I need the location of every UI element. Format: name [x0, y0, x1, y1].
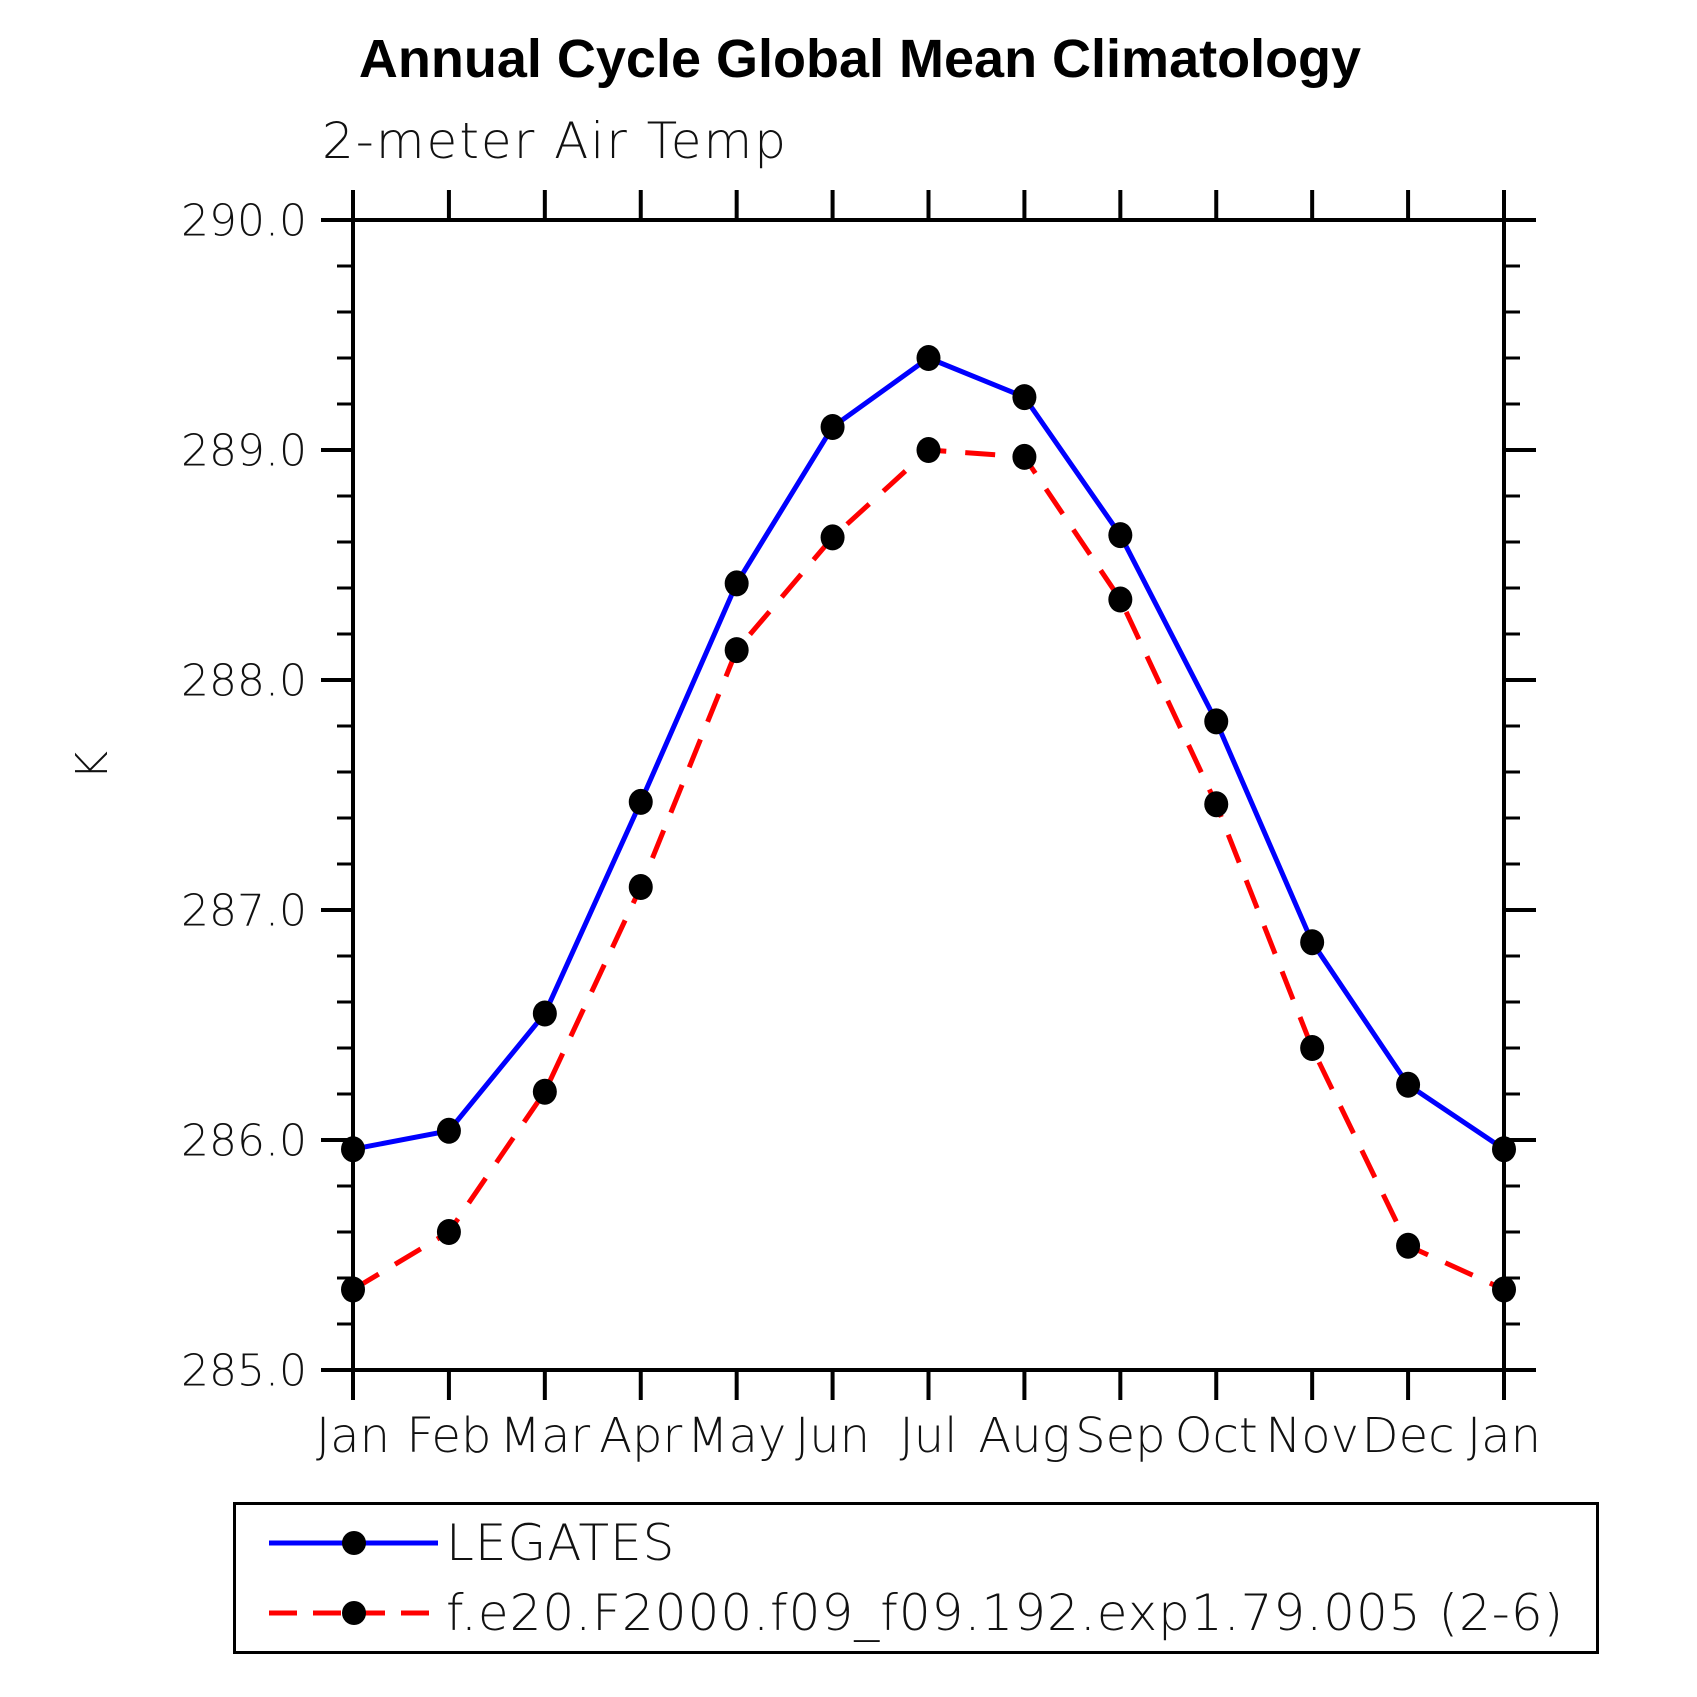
data-point-marker [820, 524, 845, 551]
legend-row-legates: LEGATES [266, 1511, 1596, 1575]
x-tick-label: Jan [316, 1408, 390, 1464]
data-point-marker [436, 1219, 461, 1245]
x-tick-label: Sep [1075, 1408, 1165, 1464]
data-point-marker [1492, 1276, 1516, 1303]
data-point-marker [1012, 384, 1037, 411]
data-point-marker [1300, 929, 1325, 956]
data-point-marker [724, 637, 749, 664]
x-tick-label: Jun [795, 1408, 870, 1464]
chart-subtitle: 2-meter Air Temp [322, 112, 788, 170]
legend-row-model: f.e20.F2000.f09_f09.192.exp1.79.005 (2-6… [266, 1581, 1596, 1645]
y-tick-label: 286.0 [181, 1115, 307, 1166]
data-point-marker [820, 414, 845, 440]
chart-title: Annual Cycle Global Mean Climatology [358, 29, 1362, 89]
data-point-marker [1204, 708, 1229, 735]
y-tick-label: 287.0 [181, 885, 307, 936]
x-tick-label: Aug [978, 1408, 1070, 1464]
data-point-marker [436, 1117, 461, 1144]
legend-label-legates: LEGATES [446, 1514, 676, 1572]
data-point-marker [1300, 1035, 1325, 1061]
x-tick-label: Feb [406, 1408, 491, 1464]
x-tick-label: Dec [1362, 1408, 1455, 1464]
x-tick-label: Jan [1467, 1408, 1541, 1464]
data-point-marker [1012, 443, 1037, 470]
y-tick-label: 285.0 [181, 1345, 307, 1396]
legend-box: LEGATES f.e20.F2000.f09_f09.192.exp1.79.… [233, 1502, 1599, 1654]
data-point-marker [1108, 586, 1133, 613]
x-tick-label: Jul [900, 1408, 958, 1464]
data-point-marker [1492, 1136, 1516, 1163]
data-point-marker [341, 1136, 365, 1163]
x-tick-label: May [687, 1408, 786, 1464]
x-tick-label: Nov [1265, 1408, 1359, 1464]
data-point-marker [916, 345, 941, 371]
data-point-marker [628, 788, 653, 815]
x-tick-label: Apr [599, 1408, 682, 1464]
data-point-marker [532, 1000, 557, 1027]
series-line-0 [352, 355, 1506, 1152]
legend-dashed-line-sample [269, 1601, 438, 1625]
legend-label-model: f.e20.F2000.f09_f09.192.exp1.79.005 (2-6… [446, 1584, 1565, 1642]
y-tick-label: 288.0 [181, 655, 307, 706]
legend-marker-dot [342, 1531, 366, 1555]
data-point-marker [1108, 522, 1133, 549]
data-point-marker [532, 1078, 557, 1105]
series-line-1 [351, 447, 1506, 1292]
data-point-marker [1396, 1071, 1421, 1098]
data-point-marker [628, 874, 653, 900]
data-point-marker [1204, 791, 1229, 818]
legend-marker-dot [342, 1601, 366, 1625]
y-tick-label: 289.0 [181, 425, 307, 476]
x-tick-label: Oct [1175, 1408, 1258, 1464]
plot-frame [351, 218, 1506, 1372]
x-tick-label: Mar [500, 1408, 591, 1464]
legend-solid-line-sample [269, 1531, 438, 1555]
data-point-marker [724, 570, 749, 597]
data-point-marker [1396, 1232, 1421, 1259]
data-point-marker [341, 1276, 365, 1303]
y-tick-label: 290.0 [181, 195, 307, 246]
data-point-marker [916, 437, 941, 463]
